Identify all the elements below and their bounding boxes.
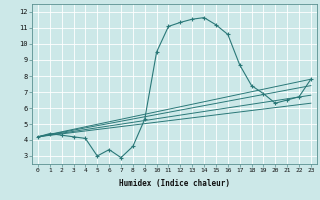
X-axis label: Humidex (Indice chaleur): Humidex (Indice chaleur) <box>119 179 230 188</box>
